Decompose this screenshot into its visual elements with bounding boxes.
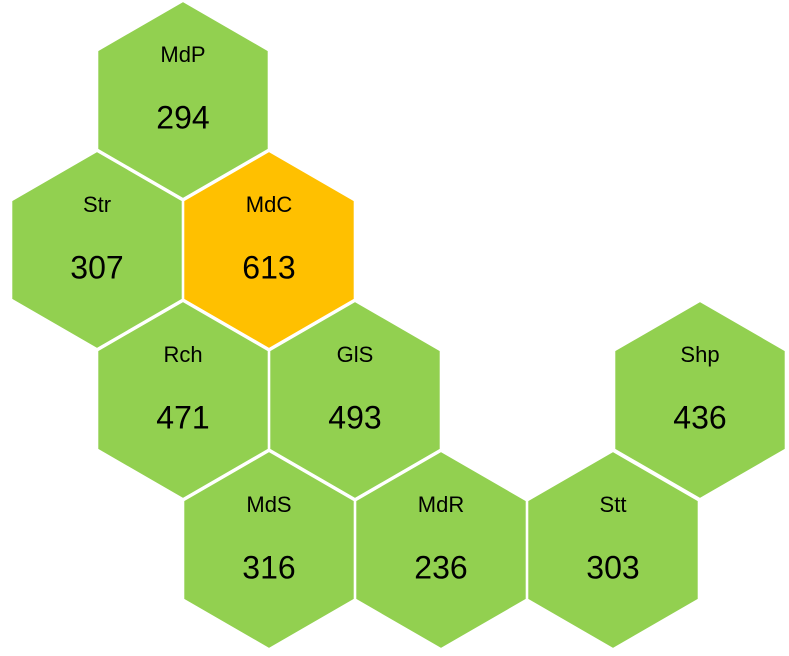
hex-label: Rch	[163, 342, 202, 367]
hex-value: 303	[586, 549, 639, 585]
hex-value: 294	[156, 99, 209, 135]
hexagon	[526, 449, 700, 651]
hex-label: MdP	[160, 42, 205, 67]
hex-value: 236	[414, 549, 467, 585]
hex-label: Stt	[600, 492, 627, 517]
hex-value: 493	[328, 399, 381, 435]
hex-label: MdS	[246, 492, 291, 517]
hexagon	[268, 299, 442, 501]
hex-value: 471	[156, 399, 209, 435]
hexagon	[613, 299, 787, 501]
hexagon	[182, 149, 356, 351]
hex-label: Shp	[680, 342, 719, 367]
hex-label: GlS	[337, 342, 374, 367]
hex-label: MdR	[418, 492, 464, 517]
hex-value: 316	[242, 549, 295, 585]
hex-label: Str	[83, 192, 111, 217]
hex-value: 436	[673, 399, 726, 435]
hex-label: MdC	[246, 192, 293, 217]
hex-value: 613	[242, 249, 295, 285]
hex-value: 307	[70, 249, 123, 285]
hexagon	[96, 0, 270, 201]
